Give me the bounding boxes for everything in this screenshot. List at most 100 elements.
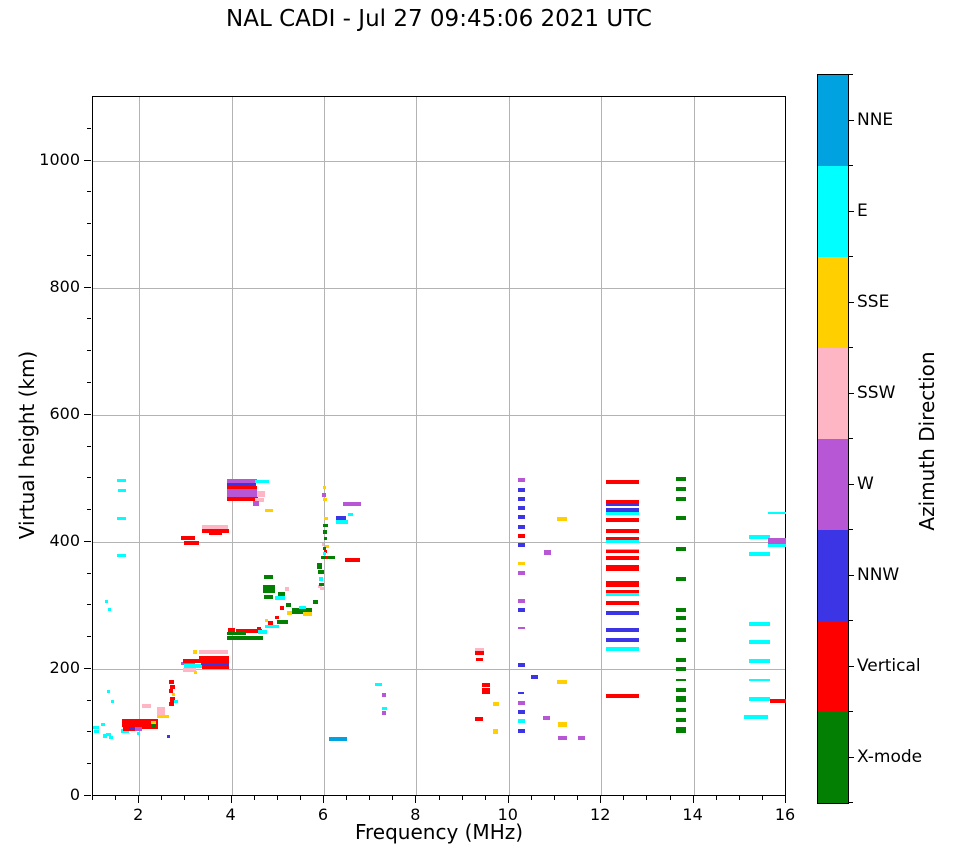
data-mark-v	[226, 486, 257, 490]
x-minor-tick	[530, 796, 532, 800]
x-minor-tick	[623, 796, 625, 800]
x-minor-tick	[299, 796, 301, 800]
data-mark-ssw	[254, 497, 264, 502]
x-major-tick	[230, 796, 232, 803]
x-tick-label: 4	[225, 805, 236, 824]
data-mark-sse	[557, 516, 568, 521]
data-mark-ssw	[182, 667, 197, 672]
colorbar-tick	[849, 574, 854, 576]
data-mark-x	[676, 726, 687, 733]
x-tick-label: 6	[317, 805, 329, 824]
x-minor-tick	[461, 796, 463, 800]
data-mark-w	[518, 700, 525, 705]
colorbar-boundary-tick	[849, 74, 853, 75]
x-minor-tick	[554, 796, 555, 800]
data-mark-sse	[265, 508, 274, 512]
colorbar-category-label: E	[857, 200, 868, 221]
data-mark-ssw	[318, 584, 323, 588]
gridline-y	[93, 668, 785, 670]
data-mark-e	[382, 706, 387, 710]
data-mark-sse	[287, 610, 292, 615]
y-minor-tick	[87, 572, 91, 574]
data-mark-v	[169, 684, 176, 689]
data-mark-v	[227, 627, 235, 632]
data-mark-e	[105, 732, 112, 736]
data-mark-nnw	[605, 508, 640, 514]
data-mark-x	[676, 546, 687, 551]
data-mark-ssw	[474, 648, 484, 652]
data-mark-v	[324, 549, 327, 553]
data-mark-v	[275, 615, 279, 619]
gridline-y	[93, 287, 785, 289]
x-tick-label: 10	[497, 805, 518, 824]
data-mark-x	[676, 717, 687, 722]
y-minor-tick	[87, 350, 91, 352]
data-mark-x	[323, 530, 327, 535]
data-mark-x	[676, 637, 687, 642]
data-mark-w	[543, 550, 552, 556]
x-major-tick	[507, 796, 509, 803]
data-mark-nnw	[518, 692, 524, 695]
data-mark-x	[676, 476, 687, 481]
data-mark-e	[749, 678, 770, 681]
colorbar-tick	[849, 301, 854, 303]
x-tick-label: 12	[590, 805, 611, 824]
data-mark-x	[313, 599, 318, 604]
data-mark-w	[226, 488, 258, 496]
data-mark-sse	[264, 619, 269, 623]
plot-area	[92, 96, 786, 796]
colorbar-boundary-tick	[849, 620, 853, 621]
data-mark-nnw	[166, 734, 170, 738]
colorbar-category-label: SSE	[857, 291, 890, 312]
x-minor-tick	[92, 796, 93, 800]
data-mark-sse	[322, 485, 327, 489]
x-minor-tick	[115, 796, 117, 800]
data-mark-w	[518, 478, 526, 483]
data-mark-w	[768, 540, 786, 546]
x-minor-tick	[346, 796, 348, 800]
x-minor-tick	[438, 796, 440, 800]
data-mark-ssw	[320, 586, 324, 590]
gridline-y	[93, 414, 785, 416]
x-minor-tick	[577, 796, 579, 800]
x-minor-tick	[207, 796, 209, 800]
colorbar-category-label: X-mode	[857, 746, 923, 767]
data-mark-x	[676, 658, 687, 662]
data-mark-ssw	[141, 703, 151, 708]
data-mark-e	[768, 512, 786, 515]
data-mark-e	[107, 608, 111, 612]
data-mark-sse	[323, 498, 327, 502]
data-mark-nne	[328, 736, 348, 741]
data-mark-e	[749, 697, 770, 702]
colorbar-boundary-tick	[849, 529, 853, 530]
data-mark-nnw	[605, 628, 640, 633]
gridline-x	[416, 97, 418, 795]
x-tick-label: 8	[410, 805, 421, 824]
y-minor-tick	[87, 731, 91, 733]
data-mark-v	[208, 532, 223, 536]
data-mark-sse	[193, 650, 197, 655]
colorbar-boundary-tick	[849, 347, 853, 348]
data-mark-w	[768, 537, 786, 541]
data-mark-w	[253, 501, 259, 507]
data-mark-nnw	[518, 542, 526, 547]
data-mark-v	[280, 605, 284, 610]
x-tick-label: 14	[682, 805, 703, 824]
data-mark-e	[768, 544, 786, 548]
x-major-tick	[138, 796, 140, 803]
data-mark-e	[174, 700, 178, 704]
data-mark-ssw	[321, 542, 325, 546]
data-mark-nnw	[605, 638, 640, 643]
data-mark-ssw	[199, 650, 228, 655]
data-mark-x	[323, 524, 328, 528]
data-mark-e	[749, 659, 770, 664]
data-mark-v	[168, 679, 175, 684]
colorbar-tick	[849, 392, 854, 394]
colorbar-segment-w	[818, 439, 848, 530]
y-minor-tick	[87, 191, 91, 193]
x-axis-label: Frequency (MHz)	[354, 820, 524, 844]
data-mark-w	[543, 716, 551, 721]
data-mark-nnw	[518, 515, 526, 520]
data-mark-e	[319, 577, 324, 582]
